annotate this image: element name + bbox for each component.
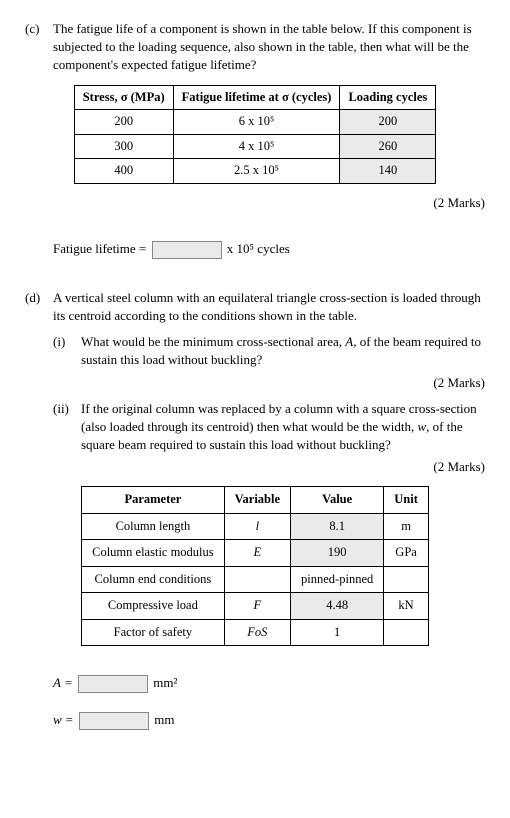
- var-cell: FoS: [224, 619, 290, 646]
- var-cell: F: [224, 593, 290, 620]
- unit-cell: [384, 619, 429, 646]
- unit-cell: kN: [384, 593, 429, 620]
- col-val: Value: [291, 487, 384, 514]
- table-row: 200 6 x 10⁵ 200: [74, 110, 436, 135]
- loading-cell: 260: [340, 134, 436, 159]
- question-d-label: (d): [25, 289, 53, 325]
- width-input[interactable]: [79, 712, 149, 730]
- col-unit: Unit: [384, 487, 429, 514]
- col-stress: Stress, σ (MPa): [74, 85, 173, 110]
- param-cell: Column elastic modulus: [82, 540, 225, 567]
- fatigue-answer-prefix: Fatigue lifetime =: [53, 241, 146, 256]
- question-d-i: (i) What would be the minimum cross-sect…: [53, 333, 485, 369]
- question-d-ii: (ii) If the original column was replaced…: [53, 400, 485, 455]
- d-ii-text: If the original column was replaced by a…: [81, 400, 485, 455]
- marks-c: (2 Marks): [25, 194, 485, 212]
- table-row: 300 4 x 10⁵ 260: [74, 134, 436, 159]
- param-cell: Factor of safety: [82, 619, 225, 646]
- lifetime-cell: 2.5 x 10⁵: [173, 159, 340, 184]
- loading-cell: 200: [340, 110, 436, 135]
- question-c: (c) The fatigue life of a component is s…: [25, 20, 485, 75]
- table-row: 400 2.5 x 10⁵ 140: [74, 159, 436, 184]
- var-cell: [224, 566, 290, 593]
- unit-cell: [384, 566, 429, 593]
- table-header-row: Stress, σ (MPa) Fatigue lifetime at σ (c…: [74, 85, 436, 110]
- stress-cell: 400: [74, 159, 173, 184]
- val-cell: 8.1: [291, 513, 384, 540]
- param-cell: Column length: [82, 513, 225, 540]
- val-cell: pinned-pinned: [291, 566, 384, 593]
- col-var: Variable: [224, 487, 290, 514]
- loading-cell: 140: [340, 159, 436, 184]
- question-d-prompt: A vertical steel column with an equilate…: [53, 289, 485, 325]
- width-unit: mm: [154, 712, 174, 727]
- d-ii-label: (ii): [53, 400, 81, 455]
- stress-cell: 200: [74, 110, 173, 135]
- d-i-text: What would be the minimum cross-sectiona…: [81, 333, 485, 369]
- width-answer: w = mm: [53, 711, 485, 730]
- table-header-row: Parameter Variable Value Unit: [82, 487, 429, 514]
- val-cell: 1: [291, 619, 384, 646]
- val-cell: 190: [291, 540, 384, 567]
- table-row: Column length l 8.1 m: [82, 513, 429, 540]
- param-cell: Compressive load: [82, 593, 225, 620]
- area-unit: mm²: [153, 675, 177, 690]
- unit-cell: m: [384, 513, 429, 540]
- var-cell: l: [224, 513, 290, 540]
- question-d: (d) A vertical steel column with an equi…: [25, 289, 485, 325]
- marks-d-ii: (2 Marks): [53, 458, 485, 476]
- d-ii-var-w: w: [417, 419, 426, 434]
- lifetime-cell: 4 x 10⁵: [173, 134, 340, 159]
- val-cell: 4.48: [291, 593, 384, 620]
- width-prefix: w =: [53, 712, 74, 727]
- stress-cell: 300: [74, 134, 173, 159]
- question-c-prompt: The fatigue life of a component is shown…: [53, 20, 485, 75]
- d-i-text-a: What would be the minimum cross-sectiona…: [81, 334, 345, 349]
- area-answer: A = mm²: [53, 674, 485, 693]
- column-params-table: Parameter Variable Value Unit Column len…: [81, 486, 429, 646]
- fatigue-table: Stress, σ (MPa) Fatigue lifetime at σ (c…: [74, 85, 437, 184]
- fatigue-answer-suffix: x 10⁵ cycles: [227, 241, 290, 256]
- col-lifetime: Fatigue lifetime at σ (cycles): [173, 85, 340, 110]
- param-cell: Column end conditions: [82, 566, 225, 593]
- fatigue-lifetime-answer: Fatigue lifetime = x 10⁵ cycles: [53, 240, 485, 259]
- area-input[interactable]: [78, 675, 148, 693]
- fatigue-answer-input[interactable]: [152, 241, 222, 259]
- d-i-label: (i): [53, 333, 81, 369]
- unit-cell: GPa: [384, 540, 429, 567]
- table-row: Factor of safety FoS 1: [82, 619, 429, 646]
- lifetime-cell: 6 x 10⁵: [173, 110, 340, 135]
- table-row: Compressive load F 4.48 kN: [82, 593, 429, 620]
- col-param: Parameter: [82, 487, 225, 514]
- marks-d-i: (2 Marks): [53, 374, 485, 392]
- question-c-label: (c): [25, 20, 53, 75]
- col-loading: Loading cycles: [340, 85, 436, 110]
- table-row: Column elastic modulus E 190 GPa: [82, 540, 429, 567]
- var-cell: E: [224, 540, 290, 567]
- table-row: Column end conditions pinned-pinned: [82, 566, 429, 593]
- area-prefix: A =: [53, 675, 73, 690]
